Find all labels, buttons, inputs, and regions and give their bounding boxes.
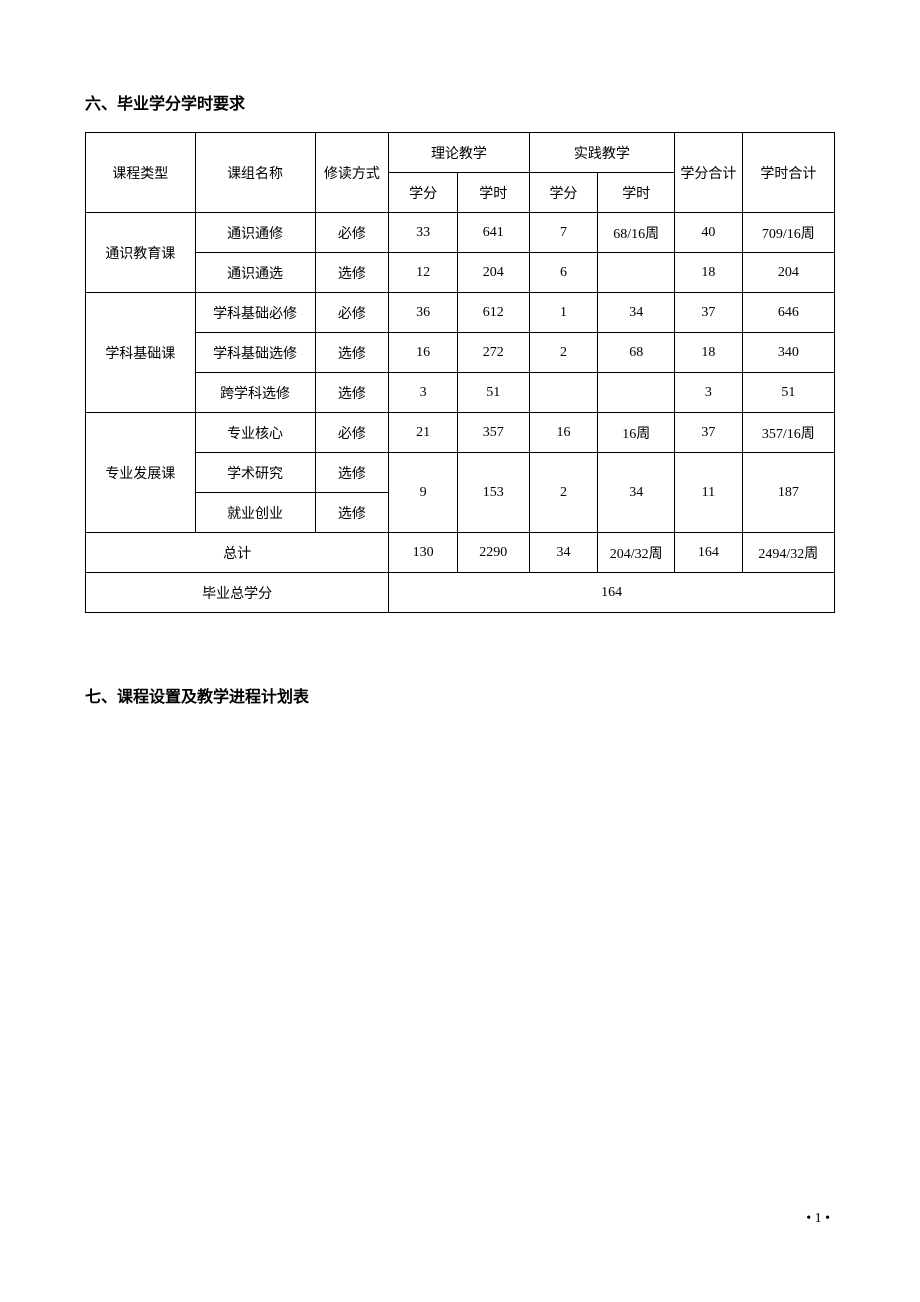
cell-phours — [598, 373, 675, 413]
cell-tothours: 187 — [742, 453, 834, 533]
cell-mode: 选修 — [315, 333, 389, 373]
cell-pcredit: 7 — [529, 213, 598, 253]
cell-phours: 16周 — [598, 413, 675, 453]
cell-phours — [598, 253, 675, 293]
th-theory-hours: 学时 — [457, 173, 529, 213]
credit-requirements-table: 课程类型 课组名称 修读方式 理论教学 实践教学 学分合计 学时合计 学分 学时… — [85, 132, 835, 613]
cell-grad-value: 164 — [389, 573, 835, 613]
table-row: 学术研究 选修 9 153 2 34 11 187 — [86, 453, 835, 493]
cell-group: 学术研究 — [195, 453, 315, 493]
th-theory: 理论教学 — [389, 133, 529, 173]
cell-pcredit — [529, 373, 598, 413]
cell-pcredit: 2 — [529, 453, 598, 533]
table-row: 学科基础选修 选修 16 272 2 68 18 340 — [86, 333, 835, 373]
cell-tcredit: 9 — [389, 453, 458, 533]
cell-tcredit: 12 — [389, 253, 458, 293]
page-number: • 1 • — [806, 1211, 830, 1227]
table-row: 学科基础课 学科基础必修 必修 36 612 1 34 37 646 — [86, 293, 835, 333]
cell-thours: 357 — [457, 413, 529, 453]
cell-tcredit: 21 — [389, 413, 458, 453]
grad-total-row: 毕业总学分 164 — [86, 573, 835, 613]
cell-totcredit: 18 — [675, 253, 743, 293]
table-row: 跨学科选修 选修 3 51 3 51 — [86, 373, 835, 413]
section-7-heading: 七、课程设置及教学进程计划表 — [85, 683, 835, 707]
cell-totcredit: 11 — [675, 453, 743, 533]
cell-totcredit: 37 — [675, 413, 743, 453]
cell-total-tothours: 2494/32周 — [742, 533, 834, 573]
cell-thours: 204 — [457, 253, 529, 293]
cell-total-totcredit: 164 — [675, 533, 743, 573]
cell-group: 通识通修 — [195, 213, 315, 253]
cell-tcredit: 36 — [389, 293, 458, 333]
cell-total-pcredit: 34 — [529, 533, 598, 573]
cell-phours: 34 — [598, 453, 675, 533]
cell-total-thours: 2290 — [457, 533, 529, 573]
cell-tcredit: 16 — [389, 333, 458, 373]
cell-group: 学科基础必修 — [195, 293, 315, 333]
cell-total-phours: 204/32周 — [598, 533, 675, 573]
cell-mode: 选修 — [315, 493, 389, 533]
cell-group: 学科基础选修 — [195, 333, 315, 373]
cell-phours: 68 — [598, 333, 675, 373]
cell-tothours: 51 — [742, 373, 834, 413]
cell-tcredit: 33 — [389, 213, 458, 253]
cell-phours: 68/16周 — [598, 213, 675, 253]
cell-thours: 51 — [457, 373, 529, 413]
cell-pcredit: 1 — [529, 293, 598, 333]
th-practice-credits: 学分 — [529, 173, 598, 213]
cell-mode: 必修 — [315, 293, 389, 333]
th-practice: 实践教学 — [529, 133, 674, 173]
th-study-mode: 修读方式 — [315, 133, 389, 213]
cell-group: 通识通选 — [195, 253, 315, 293]
cell-tothours: 357/16周 — [742, 413, 834, 453]
section-6-heading: 六、毕业学分学时要求 — [85, 90, 835, 114]
cell-mode: 选修 — [315, 453, 389, 493]
cell-totcredit: 37 — [675, 293, 743, 333]
cell-mode: 必修 — [315, 413, 389, 453]
th-practice-hours: 学时 — [598, 173, 675, 213]
cell-thours: 153 — [457, 453, 529, 533]
cell-course-type: 通识教育课 — [86, 213, 196, 293]
cell-totcredit: 3 — [675, 373, 743, 413]
table-row: 通识通选 选修 12 204 6 18 204 — [86, 253, 835, 293]
cell-group: 跨学科选修 — [195, 373, 315, 413]
cell-course-type: 学科基础课 — [86, 293, 196, 413]
cell-group: 就业创业 — [195, 493, 315, 533]
cell-totcredit: 40 — [675, 213, 743, 253]
totals-row: 总计 130 2290 34 204/32周 164 2494/32周 — [86, 533, 835, 573]
cell-pcredit: 2 — [529, 333, 598, 373]
cell-thours: 612 — [457, 293, 529, 333]
cell-thours: 272 — [457, 333, 529, 373]
th-total-credits: 学分合计 — [675, 133, 743, 213]
cell-total-label: 总计 — [86, 533, 389, 573]
cell-mode: 必修 — [315, 213, 389, 253]
cell-tothours: 204 — [742, 253, 834, 293]
cell-pcredit: 16 — [529, 413, 598, 453]
cell-tothours: 709/16周 — [742, 213, 834, 253]
cell-total-tcredit: 130 — [389, 533, 458, 573]
table-row: 通识教育课 通识通修 必修 33 641 7 68/16周 40 709/16周 — [86, 213, 835, 253]
cell-mode: 选修 — [315, 373, 389, 413]
th-course-type: 课程类型 — [86, 133, 196, 213]
cell-totcredit: 18 — [675, 333, 743, 373]
cell-phours: 34 — [598, 293, 675, 333]
cell-mode: 选修 — [315, 253, 389, 293]
cell-course-type: 专业发展课 — [86, 413, 196, 533]
th-total-hours: 学时合计 — [742, 133, 834, 213]
th-theory-credits: 学分 — [389, 173, 458, 213]
table-row: 专业发展课 专业核心 必修 21 357 16 16周 37 357/16周 — [86, 413, 835, 453]
cell-tothours: 646 — [742, 293, 834, 333]
cell-tothours: 340 — [742, 333, 834, 373]
cell-grad-label: 毕业总学分 — [86, 573, 389, 613]
cell-thours: 641 — [457, 213, 529, 253]
cell-pcredit: 6 — [529, 253, 598, 293]
cell-tcredit: 3 — [389, 373, 458, 413]
cell-group: 专业核心 — [195, 413, 315, 453]
th-group-name: 课组名称 — [195, 133, 315, 213]
